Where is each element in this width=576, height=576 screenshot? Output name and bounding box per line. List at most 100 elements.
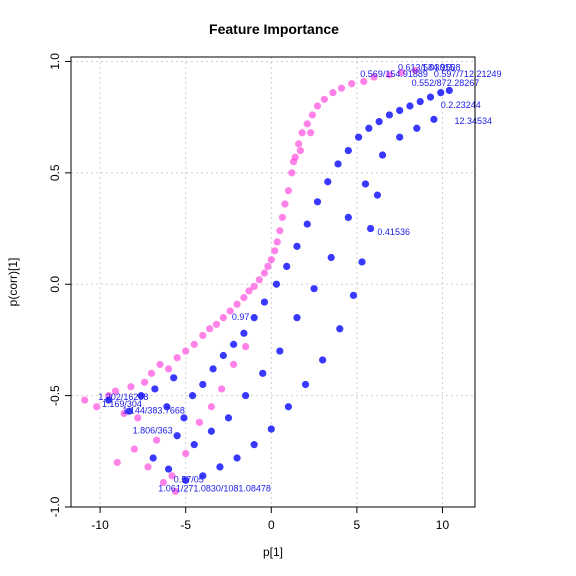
scatter-point-blue — [259, 369, 267, 377]
scatter-point-pink — [93, 403, 101, 411]
scatter-point-pink — [281, 200, 289, 208]
scatter-point-pink — [242, 343, 250, 351]
data-label: 0.2.23244 — [441, 100, 481, 110]
scatter-point-blue — [250, 314, 258, 322]
scatter-point-blue — [283, 262, 291, 271]
scatter-point-blue — [216, 463, 224, 471]
scatter-point-blue — [373, 191, 382, 199]
scatter-point-blue — [327, 253, 335, 262]
scatter-point-pink — [370, 73, 378, 81]
scatter-point-blue — [242, 392, 250, 400]
scatter-point-pink — [385, 71, 394, 79]
scatter-point-blue — [149, 454, 157, 462]
scatter-point-blue — [375, 118, 383, 126]
data-label: 0.613/584.9508 — [398, 62, 461, 72]
scatter-point-pink — [173, 354, 181, 362]
scatter-point-pink — [278, 213, 287, 221]
data-label: 0.57/05 — [174, 474, 204, 484]
scatter-point-blue — [180, 414, 188, 422]
scatter-point-pink — [245, 287, 253, 295]
scatter-point-blue — [267, 425, 275, 433]
scatter-point-blue — [358, 258, 366, 266]
scatter-point-pink — [168, 472, 176, 480]
scatter-point-blue — [173, 432, 181, 440]
scatter-point-pink — [156, 360, 164, 369]
x-axis: -10 -5 0 5 10 — [91, 507, 449, 532]
y-tick-label: 0.0 — [48, 276, 62, 293]
scatter-point-pink — [127, 383, 135, 391]
scatter-point-pink — [230, 360, 238, 369]
scatter-point-blue — [303, 220, 311, 228]
data-label: 1.061/271.0830/1081.08478 — [158, 483, 271, 493]
scatter-point-blue — [199, 472, 207, 480]
scatter-point-blue — [293, 242, 301, 250]
scatter-point-blue — [125, 407, 133, 415]
scatter-point-blue — [230, 340, 238, 348]
scatter-point-blue — [105, 396, 113, 404]
scatter-point-blue — [365, 124, 373, 132]
scatter-point-pink — [130, 445, 138, 453]
scatter-point-pink — [289, 158, 298, 166]
scatter-point-pink — [182, 449, 190, 458]
scatter-point-pink — [296, 146, 304, 155]
scatter-point-pink — [141, 378, 149, 386]
scatter-point-blue — [344, 213, 352, 221]
scatter-point-pink — [397, 68, 405, 77]
scatter-point-blue — [445, 86, 453, 95]
scatter-point-blue — [240, 329, 248, 337]
scatter-point-blue — [260, 298, 269, 306]
data-label: 0.97 — [232, 312, 250, 322]
scatter-point-pink — [144, 463, 152, 471]
y-tick-label: 1.0 — [48, 53, 62, 70]
scatter-point-blue — [349, 291, 358, 299]
plot-frame — [70, 56, 476, 508]
x-axis-label: p[1] — [263, 545, 283, 559]
scatter-point-blue — [151, 385, 159, 393]
scatter-point-blue — [137, 392, 145, 400]
data-label: 1.202/16288 — [98, 392, 148, 402]
scatter-point-pink — [81, 396, 89, 404]
scatter-point-pink — [182, 347, 190, 355]
data-label: 12.34534 — [454, 116, 492, 126]
scatter-point-blue — [219, 351, 227, 360]
scatter-point-pink — [295, 140, 303, 148]
data-label: 0.552/872.28267 — [412, 78, 480, 88]
scatter-point-pink — [199, 331, 207, 340]
scatter-point-blue — [366, 224, 375, 233]
scatter-point-pink — [195, 418, 203, 426]
data-label: 1.806/363 — [133, 425, 173, 435]
y-axis: -1.0 -0.5 0.0 0.5 1.0 — [48, 53, 71, 517]
scatter-point-blue — [272, 280, 281, 288]
scatter-point-blue — [209, 365, 217, 373]
scatter-point-blue — [199, 380, 207, 389]
scatter-point-blue — [426, 93, 435, 101]
scatter-point-pink — [171, 487, 180, 496]
scatter-point-blue — [416, 97, 424, 106]
scatter-point-pink — [147, 369, 156, 377]
scatter-point-pink — [298, 129, 306, 137]
scatter-point-blue — [319, 356, 327, 364]
x-tick-label: 10 — [436, 518, 450, 532]
scatter-point-pink — [411, 66, 419, 74]
scatter-point-pink — [240, 293, 248, 302]
scatter-point-pink — [190, 340, 198, 348]
scatter-point-pink — [226, 307, 234, 315]
scatter-point-pink — [360, 77, 368, 86]
y-tick-label: -0.5 — [48, 385, 62, 406]
scatter-point-blue — [164, 465, 173, 473]
scatter-point-pink — [348, 80, 356, 88]
scatter-point-pink — [113, 458, 121, 467]
scatter-point-blue — [310, 285, 318, 293]
scatter-point-pink — [233, 300, 241, 308]
x-tick-label: -10 — [91, 518, 109, 532]
scatter-point-blue — [190, 441, 198, 449]
scatter-point-blue — [336, 325, 344, 333]
scatter-point-blue — [396, 106, 404, 115]
scatter-point-pink — [284, 187, 293, 195]
scatter-point-blue — [188, 392, 197, 400]
scatter-point-pink — [273, 238, 281, 246]
scatter-point-blue — [170, 374, 178, 382]
scatter-point-blue — [344, 146, 352, 155]
